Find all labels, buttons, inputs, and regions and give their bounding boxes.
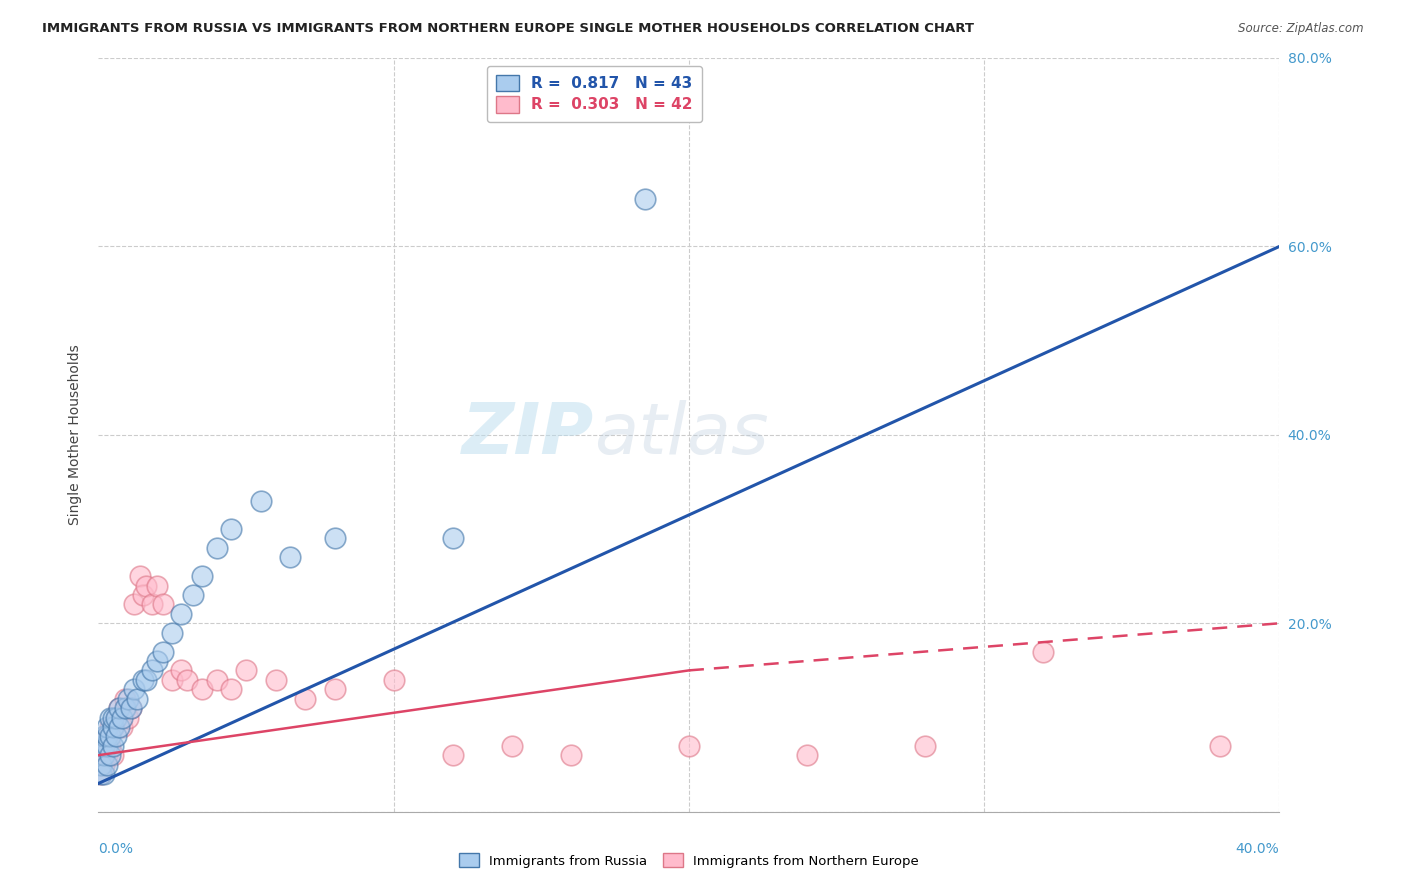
Point xyxy=(105,730,128,744)
Point xyxy=(278,550,302,565)
Point xyxy=(152,644,174,658)
Point xyxy=(323,532,346,546)
Point xyxy=(441,748,464,763)
Point xyxy=(98,748,121,763)
Text: ZIP: ZIP xyxy=(463,401,595,469)
Point xyxy=(1032,644,1054,658)
Point xyxy=(93,739,115,753)
Point xyxy=(96,757,118,772)
Point xyxy=(125,691,148,706)
Point xyxy=(219,522,242,536)
Point xyxy=(93,739,115,753)
Point xyxy=(103,720,125,734)
Point xyxy=(128,569,150,583)
Point xyxy=(181,588,204,602)
Point xyxy=(135,673,157,687)
Point xyxy=(96,730,118,744)
Point xyxy=(114,701,136,715)
Point xyxy=(98,710,121,724)
Point xyxy=(141,664,163,678)
Point xyxy=(108,720,131,734)
Point xyxy=(152,598,174,612)
Point xyxy=(93,757,115,772)
Point xyxy=(146,654,169,668)
Text: IMMIGRANTS FROM RUSSIA VS IMMIGRANTS FROM NORTHERN EUROPE SINGLE MOTHER HOUSEHOL: IMMIGRANTS FROM RUSSIA VS IMMIGRANTS FRO… xyxy=(42,22,974,36)
Point xyxy=(146,579,169,593)
Point xyxy=(98,720,121,734)
Point xyxy=(162,625,183,640)
Text: atlas: atlas xyxy=(595,401,769,469)
Point xyxy=(93,767,115,781)
Legend: Immigrants from Russia, Immigrants from Northern Europe: Immigrants from Russia, Immigrants from … xyxy=(454,848,924,873)
Point xyxy=(90,767,112,781)
Point xyxy=(501,739,523,753)
Point xyxy=(120,701,142,715)
Point xyxy=(132,673,155,687)
Point xyxy=(117,710,139,724)
Point xyxy=(441,532,464,546)
Point xyxy=(191,682,214,697)
Point xyxy=(93,748,115,763)
Point xyxy=(678,739,700,753)
Point xyxy=(191,569,214,583)
Point xyxy=(120,701,142,715)
Point xyxy=(235,664,257,678)
Point xyxy=(205,673,228,687)
Point xyxy=(141,598,163,612)
Point xyxy=(122,682,145,697)
Point xyxy=(122,598,145,612)
Point xyxy=(111,710,134,724)
Point xyxy=(103,710,125,724)
Point xyxy=(135,579,157,593)
Point xyxy=(96,739,118,753)
Point xyxy=(90,739,112,753)
Point xyxy=(170,664,193,678)
Point xyxy=(170,607,193,621)
Point xyxy=(250,493,273,508)
Point xyxy=(93,730,115,744)
Point xyxy=(108,701,131,715)
Point xyxy=(1209,739,1232,753)
Point xyxy=(382,673,405,687)
Point xyxy=(205,541,228,555)
Point xyxy=(111,720,134,734)
Point xyxy=(323,682,346,697)
Point xyxy=(219,682,242,697)
Text: Source: ZipAtlas.com: Source: ZipAtlas.com xyxy=(1239,22,1364,36)
Point xyxy=(103,739,125,753)
Point xyxy=(105,710,128,724)
Point xyxy=(90,757,112,772)
Point xyxy=(90,748,112,763)
Point xyxy=(117,691,139,706)
Point xyxy=(294,691,316,706)
Y-axis label: Single Mother Households: Single Mother Households xyxy=(67,344,82,525)
Text: 40.0%: 40.0% xyxy=(1236,842,1279,855)
Point xyxy=(90,767,112,781)
Point xyxy=(98,730,121,744)
Point xyxy=(103,720,125,734)
Point xyxy=(96,748,118,763)
Point xyxy=(108,701,131,715)
Text: 0.0%: 0.0% xyxy=(98,842,134,855)
Point xyxy=(162,673,183,687)
Point xyxy=(103,748,125,763)
Point xyxy=(114,691,136,706)
Point xyxy=(105,710,128,724)
Point xyxy=(796,748,818,763)
Point xyxy=(633,192,655,206)
Point xyxy=(914,739,936,753)
Point xyxy=(176,673,198,687)
Point xyxy=(98,739,121,753)
Point xyxy=(264,673,287,687)
Point xyxy=(96,720,118,734)
Point xyxy=(132,588,155,602)
Point xyxy=(96,730,118,744)
Point xyxy=(560,748,582,763)
